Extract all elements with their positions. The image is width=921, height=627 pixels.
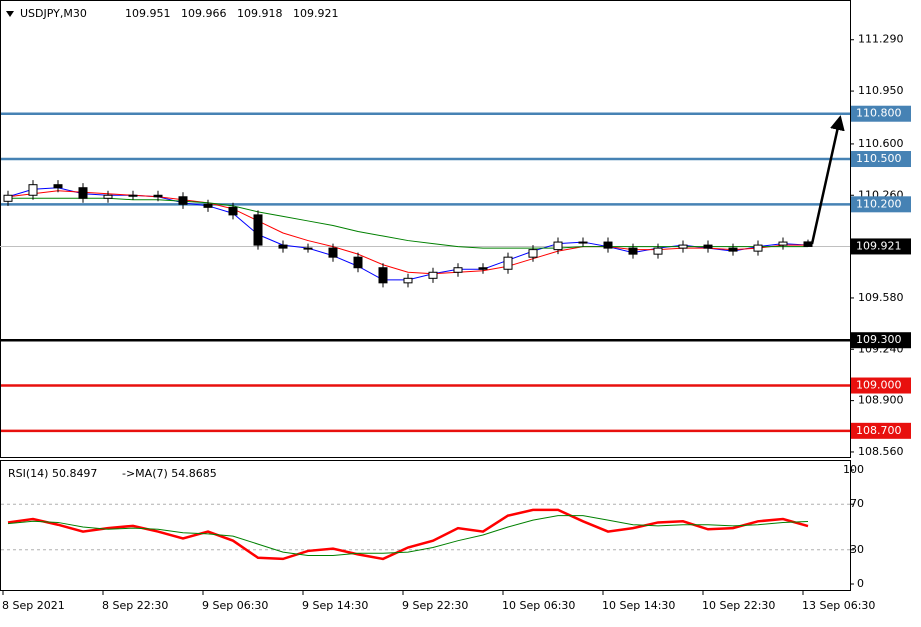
candle-body <box>653 247 663 255</box>
level-label: 110.800 <box>856 107 902 120</box>
level-box <box>851 377 911 394</box>
candle-body <box>553 241 563 251</box>
x-tick-label: 10 Sep 14:30 <box>602 599 675 612</box>
candle-body <box>278 244 288 249</box>
y-tick-label: 100 <box>843 463 864 476</box>
candle-body <box>478 267 488 270</box>
level-box <box>851 422 911 439</box>
y-tick-label: 111.290 <box>858 33 904 46</box>
candle-body <box>203 203 213 208</box>
rsi-line <box>7 515 809 556</box>
candle-body <box>53 184 63 189</box>
x-tick-label: 13 Sep 06:30 <box>802 599 875 612</box>
candle-body <box>503 256 513 270</box>
y-tick-label: 108.900 <box>858 394 904 407</box>
candle-body <box>78 187 88 199</box>
rsi-line <box>7 508 809 561</box>
rsi-ma-title: ->MA(7) 54.8685 <box>122 467 217 480</box>
candle-body <box>778 241 788 246</box>
candle-body <box>753 244 763 252</box>
plot-layer: 111.290110.950110.600110.260109.580109.2… <box>0 33 911 612</box>
candle-body <box>128 194 138 197</box>
candle-body <box>103 194 113 199</box>
candle-body <box>28 184 38 196</box>
y-tick-label: 109.580 <box>858 291 904 304</box>
level-label: 108.700 <box>856 424 902 437</box>
x-tick-label: 9 Sep 22:30 <box>402 599 468 612</box>
header-value: 109.966 <box>181 7 227 20</box>
y-tick-label: 0 <box>857 577 864 590</box>
last-price-label: 109.921 <box>856 239 902 252</box>
moving-average <box>8 197 808 249</box>
candle-body <box>228 206 238 216</box>
candle-body <box>253 214 263 246</box>
rsi-panel <box>0 460 851 591</box>
candle-body <box>578 241 588 244</box>
candle-body <box>728 247 738 252</box>
candle-body <box>303 247 313 250</box>
candle-body <box>628 247 638 255</box>
header-value: 109.918 <box>237 7 283 20</box>
candle-body <box>378 267 388 284</box>
candle-body <box>528 249 538 258</box>
collapse-icon <box>6 11 14 17</box>
candle-body <box>803 241 813 247</box>
rsi-title: RSI(14) 50.8497 <box>8 467 97 480</box>
x-tick-label: 8 Sep 2021 <box>2 599 65 612</box>
y-tick-label: 108.560 <box>858 445 904 458</box>
header-value: 109.921 <box>293 7 339 20</box>
level-box <box>851 332 911 349</box>
level-box <box>851 151 911 168</box>
level-box <box>851 105 911 122</box>
candle-body <box>428 271 438 279</box>
x-tick-label: 9 Sep 14:30 <box>302 599 368 612</box>
last-price-box <box>851 238 911 255</box>
level-label: 109.000 <box>856 379 902 392</box>
candle-body <box>703 244 713 249</box>
x-tick-label: 9 Sep 06:30 <box>202 599 268 612</box>
price-panel <box>0 0 851 458</box>
level-label: 110.500 <box>856 152 902 165</box>
chart-title: USDJPY,M30 <box>20 7 87 20</box>
candle-body <box>3 194 13 202</box>
candle-body <box>153 194 163 198</box>
moving-average <box>7 190 808 275</box>
y-tick-label: 70 <box>850 497 864 510</box>
x-tick-label: 10 Sep 06:30 <box>502 599 575 612</box>
x-tick-label: 8 Sep 22:30 <box>102 599 168 612</box>
level-box <box>851 196 911 213</box>
y-tick-label: 110.950 <box>858 84 904 97</box>
candle-body <box>603 241 613 249</box>
level-label: 109.300 <box>856 333 902 346</box>
forecast-arrow <box>810 115 845 245</box>
candle-body <box>678 244 688 249</box>
candle-body <box>178 196 188 205</box>
candle-body <box>328 247 338 258</box>
candle-body <box>403 277 413 284</box>
y-tick-label: 30 <box>850 543 864 556</box>
header-value: 109.951 <box>125 7 171 20</box>
x-tick-label: 10 Sep 22:30 <box>702 599 775 612</box>
y-tick-label: 110.600 <box>858 137 904 150</box>
candle-body <box>353 256 363 269</box>
candle-body <box>453 267 463 273</box>
level-label: 110.200 <box>856 197 902 210</box>
